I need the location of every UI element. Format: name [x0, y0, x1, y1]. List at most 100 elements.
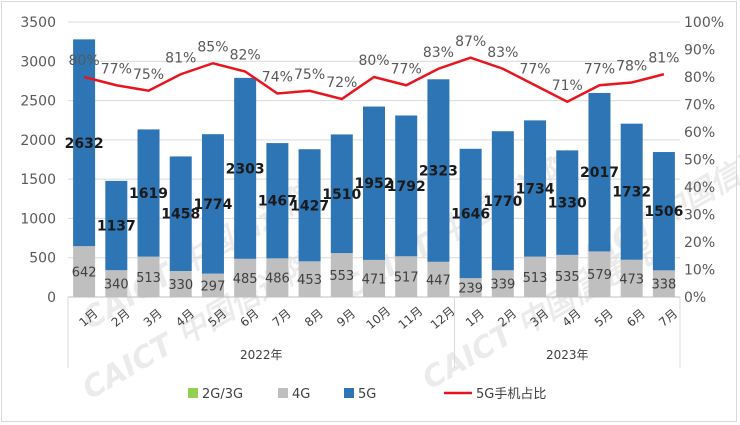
bar-5g — [73, 39, 96, 247]
data-label-4g: 447 — [426, 273, 451, 288]
y2-tick-label: 100% — [684, 15, 724, 31]
data-label-4g: 471 — [362, 272, 387, 287]
y2-tick-label: 30% — [684, 208, 715, 224]
bar-4g — [459, 278, 482, 297]
y2-tick-label: 70% — [684, 98, 715, 114]
bar-4g — [363, 259, 385, 297]
data-label-5g-share: 71% — [552, 78, 583, 94]
bar-4g — [556, 254, 579, 297]
data-label-5g-share: 75% — [133, 67, 164, 83]
year-label: 2022年 — [240, 348, 283, 362]
bar-4g — [620, 259, 643, 297]
x-tick-label: 6月 — [624, 306, 648, 329]
bar-5g — [234, 77, 257, 259]
bar-5g — [427, 79, 450, 262]
y2-tick-label: 50% — [684, 153, 715, 169]
data-label-5g: 1506 — [644, 204, 683, 220]
data-label-4g: 486 — [265, 271, 290, 286]
data-label-5g: 2303 — [226, 161, 265, 177]
data-label-5g-share: 78% — [616, 59, 647, 75]
data-label-4g: 553 — [329, 269, 354, 284]
bar-4g — [652, 270, 675, 297]
x-tick-label: 1月 — [463, 306, 487, 329]
data-label-4g: 642 — [72, 265, 97, 280]
bar-5g — [588, 92, 611, 252]
data-label-5g-share: 72% — [326, 75, 357, 91]
x-tick-label: 9月 — [334, 306, 358, 329]
legend-label: 5G — [358, 387, 376, 402]
line-5g-share — [83, 56, 665, 104]
bar-5g — [652, 152, 675, 271]
data-label-4g: 297 — [201, 279, 226, 294]
data-label-5g: 2323 — [419, 164, 458, 180]
data-label-5g-share: 81% — [648, 50, 679, 66]
bar-5g — [266, 143, 289, 259]
data-label-5g: 1646 — [451, 206, 490, 222]
bar-4g — [137, 256, 160, 297]
data-label-4g: 340 — [104, 278, 129, 293]
bar-4g — [588, 251, 611, 297]
bar-5g — [298, 149, 321, 262]
bar-4g — [427, 261, 450, 297]
y-tick-label: 0 — [47, 290, 56, 306]
data-label-4g: 330 — [168, 278, 193, 293]
bar-4g — [395, 256, 418, 297]
bar-5g — [524, 120, 547, 257]
x-tick-label: 12月 — [428, 304, 458, 332]
legend-label: 4G — [292, 387, 310, 402]
data-label-5g-share: 81% — [165, 50, 196, 66]
y2-tick-label: 0% — [684, 290, 706, 306]
y2-tick-label: 80% — [684, 70, 715, 86]
data-label-5g-share: 83% — [487, 45, 518, 61]
x-tick-label: 3月 — [141, 306, 165, 329]
data-label-4g: 485 — [233, 272, 258, 287]
y2-tick-label: 60% — [684, 125, 715, 141]
x-tick-label: 7月 — [270, 306, 294, 329]
data-label-5g-share: 83% — [423, 45, 454, 61]
data-label-4g: 535 — [555, 270, 580, 285]
data-label-4g: 517 — [394, 271, 419, 286]
data-label-5g: 1137 — [97, 219, 136, 235]
data-label-5g: 1732 — [612, 185, 651, 201]
bar-4g — [298, 261, 321, 297]
data-label-5g: 1467 — [258, 194, 297, 210]
data-label-4g: 239 — [458, 282, 483, 297]
legend-swatch — [278, 388, 288, 398]
data-label-4g: 338 — [651, 278, 676, 293]
data-label-5g-share: 87% — [455, 34, 486, 50]
data-label-5g: 1774 — [193, 197, 232, 213]
data-label-4g: 513 — [136, 271, 161, 286]
legend-label: 5G手机占比 — [476, 387, 546, 402]
data-label-5g-share: 85% — [197, 39, 228, 55]
data-label-4g: 579 — [587, 268, 612, 283]
data-label-5g-share: 77% — [519, 61, 550, 77]
data-label-5g: 1330 — [548, 196, 587, 212]
data-label-5g: 1734 — [516, 181, 555, 197]
y2-tick-label: 10% — [684, 263, 715, 279]
x-tick-label: 10月 — [363, 304, 393, 332]
data-label-4g: 453 — [297, 273, 322, 288]
y-tick-label: 2500 — [20, 94, 56, 110]
legend-swatch — [188, 388, 198, 398]
bar-5g — [330, 134, 353, 254]
y-tick-label: 2000 — [20, 133, 56, 149]
bar-5g — [459, 148, 482, 279]
data-label-5g-share: 77% — [584, 61, 615, 77]
bar-4g — [201, 273, 224, 297]
data-label-5g-share: 77% — [391, 61, 422, 77]
y-tick-label: 1500 — [20, 172, 56, 188]
y-tick-label: 3000 — [20, 54, 56, 70]
data-label-5g-share: 80% — [358, 53, 389, 69]
y-tick-label: 500 — [29, 251, 56, 267]
bar-4g — [73, 246, 96, 297]
data-label-5g: 1770 — [483, 194, 522, 210]
data-label-5g-share: 74% — [262, 70, 293, 86]
y2-tick-label: 20% — [684, 235, 715, 251]
bar-5g — [137, 129, 160, 257]
y-tick-label: 1000 — [20, 211, 56, 227]
data-label-5g-share: 82% — [230, 48, 261, 64]
data-label-5g-share: 77% — [101, 61, 132, 77]
data-label-4g: 513 — [523, 271, 548, 286]
bar-5g — [395, 115, 418, 257]
